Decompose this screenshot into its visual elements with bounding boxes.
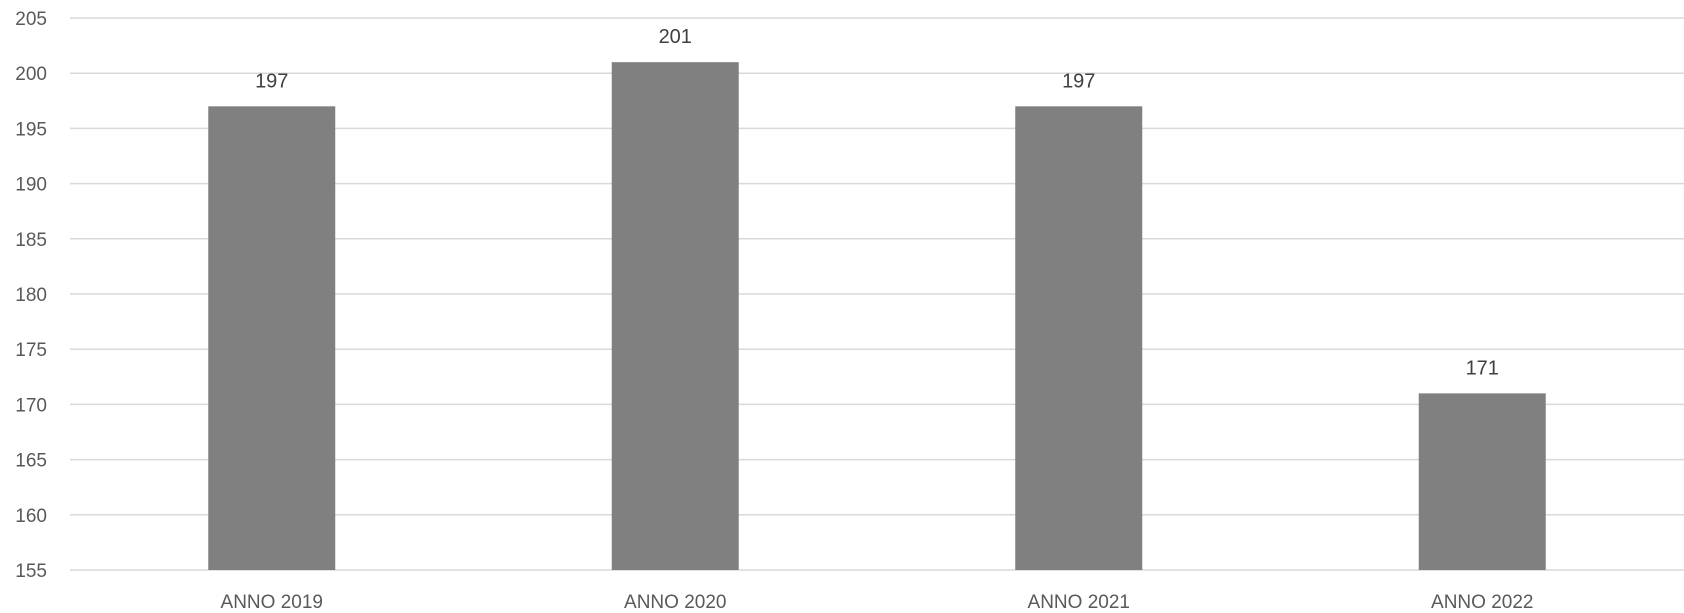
bar (1418, 393, 1546, 570)
y-tick-label: 170 (15, 395, 47, 416)
data-label: 201 (659, 26, 692, 48)
data-labels: 197 201 197 171 (255, 26, 1499, 379)
bar (208, 106, 336, 570)
data-label: 197 (255, 70, 288, 92)
bar (611, 62, 739, 570)
y-tick-label: 205 (15, 9, 47, 30)
bars (208, 62, 1546, 570)
x-tick-label: ANNO 2022 (1431, 592, 1533, 613)
bar (1015, 106, 1143, 570)
x-tick-label: ANNO 2020 (624, 592, 726, 613)
gridlines (70, 17, 1684, 571)
y-tick-label: 200 (15, 64, 47, 85)
y-tick-label: 180 (15, 285, 47, 306)
y-tick-label: 155 (15, 561, 47, 582)
y-tick-label: 175 (15, 340, 47, 361)
y-axis-tick-labels: 155 160 165 170 175 180 185 190 195 200 205 (15, 9, 47, 582)
y-tick-label: 190 (15, 175, 47, 196)
y-tick-label: 160 (15, 506, 47, 527)
x-tick-label: ANNO 2021 (1028, 592, 1130, 613)
x-axis-category-labels: ANNO 2019 ANNO 2020 ANNO 2021 ANNO 2022 (221, 592, 1534, 613)
data-label: 197 (1062, 70, 1095, 92)
y-tick-label: 165 (15, 451, 47, 472)
y-tick-label: 185 (15, 230, 47, 251)
y-tick-label: 195 (15, 119, 47, 140)
data-label: 171 (1466, 357, 1499, 379)
x-tick-label: ANNO 2019 (221, 592, 323, 613)
